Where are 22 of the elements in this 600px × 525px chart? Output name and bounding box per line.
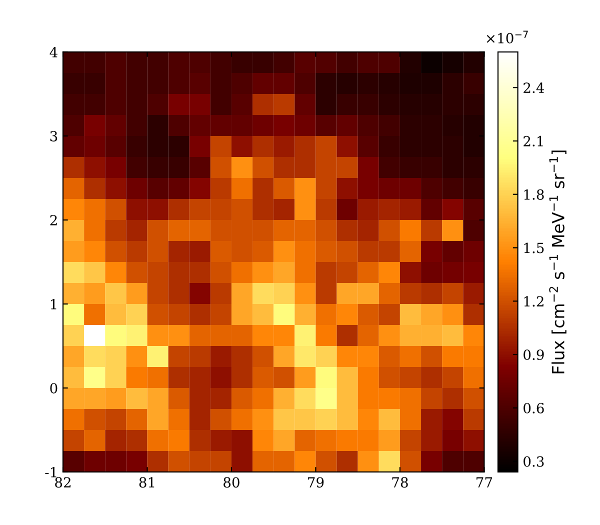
color-bar-label: 2.4: [524, 82, 544, 94]
y-tick-label: 2: [50, 214, 57, 226]
color-bar-label: 1.8: [524, 189, 544, 200]
x-tick-label: 80: [224, 477, 240, 488]
color-bar-label: 1.2: [524, 296, 544, 307]
color-bar-label: 1.5: [524, 242, 544, 254]
color-bar-label: 0.3: [524, 456, 544, 467]
x-tick-label: 78: [392, 477, 408, 488]
y-tick-label: 3: [50, 130, 58, 142]
text: ×10$^{−7}$: [486, 30, 528, 44]
x-tick-label: 81: [139, 477, 154, 488]
y-tick-label: 0: [50, 382, 58, 394]
y-tick-label: 1: [50, 298, 56, 310]
color-bar-label: 0.9: [524, 349, 544, 360]
color-bar-label: 0.6: [524, 402, 544, 414]
x-tick-label: 79: [308, 477, 324, 488]
y-tick-label: -1: [45, 466, 56, 478]
x-tick-label: 82: [55, 477, 70, 488]
color-bar-label: 2.1: [524, 136, 543, 146]
x-tick-label: 77: [476, 477, 492, 488]
y-tick-label: 4: [50, 46, 58, 58]
text: Flux [cm$^{−2}$ s$^{−1}$ MeV$^{−1}$ sr$^{−1}$]: [549, 150, 566, 374]
